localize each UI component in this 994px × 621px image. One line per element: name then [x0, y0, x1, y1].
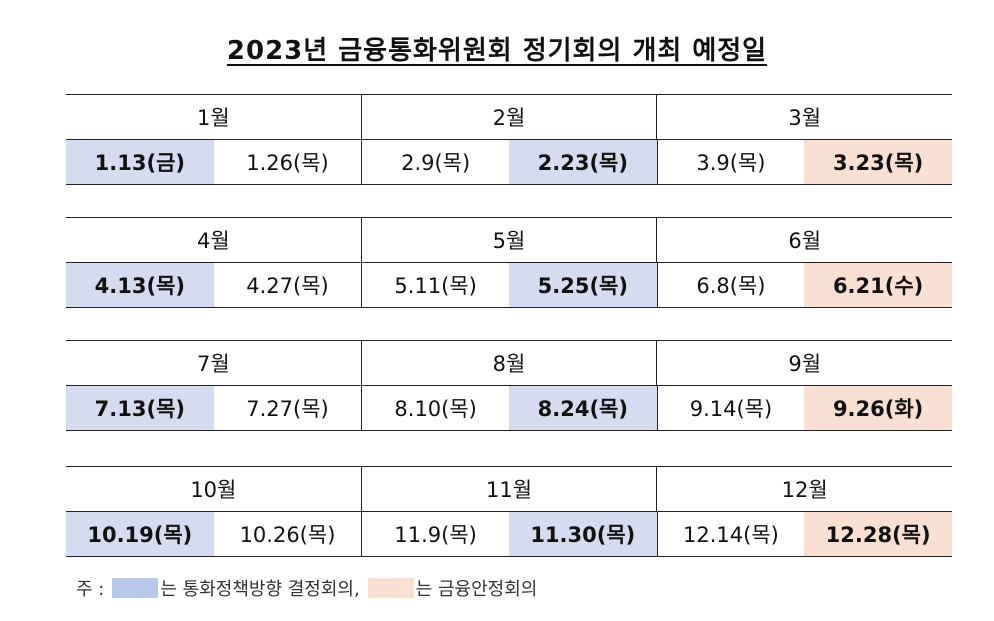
- note-prefix: 주 :: [76, 579, 105, 600]
- mpc-meeting-date: 7.13(목): [66, 386, 214, 430]
- financial-stability-meeting-date: 12.28(목): [804, 512, 952, 556]
- mpc-meeting-date: 4.13(목): [66, 263, 214, 307]
- meeting-date: 3.9(목): [656, 140, 805, 184]
- month-header: 9월: [656, 341, 952, 385]
- mpc-meeting-date: 8.24(목): [508, 386, 657, 430]
- mpc-meeting-date: 5.25(목): [508, 263, 657, 307]
- financial-stability-meeting-date: 3.23(목): [804, 140, 952, 184]
- month-header: 1월: [196, 106, 230, 130]
- meeting-date: 10.26(목): [239, 523, 336, 547]
- month-header: 5월: [360, 218, 657, 262]
- fs-legend-swatch: [367, 578, 414, 598]
- mpc-legend-swatch: [112, 578, 159, 598]
- date-row: 1.13(금) 1.26(목) 2.9(목) 2.23(목) 3.9(목) 3.23(목): [66, 140, 952, 185]
- page-title: 2023년 금융통화위원회 정기회의 개최 예정일: [0, 30, 994, 67]
- date-row: 10.19(목) 10.26(목) 11.9(목) 11.30(목) 12.14(목) 1…: [66, 512, 952, 557]
- mpc-meeting-date: 1.13(금): [66, 140, 214, 184]
- month-header-row: 7월 8월 9월: [66, 340, 952, 386]
- meeting-date: 6.8(목): [656, 263, 805, 307]
- date-row: 4.13(목) 4.27(목) 5.11(목) 5.25(목) 6.8(목) 6.21(수…: [66, 263, 952, 308]
- legend-note: 주 : 는 통화정책방향 결정회의, 는 금융안정회의: [76, 575, 537, 601]
- month-header: 4월: [196, 229, 230, 253]
- mpc-meeting-date: 10.19(목): [66, 512, 214, 556]
- month-header: 7월: [196, 352, 230, 376]
- page-title-text: 2023년 금융통화위원회 정기회의 개최 예정일: [226, 36, 768, 66]
- quarter-block: 4월 5월 6월 4.13(목) 4.27(목) 5.11(목) 5.25(목) 6.8(목)…: [66, 217, 952, 308]
- month-header: 12월: [656, 467, 952, 511]
- month-header: 8월: [360, 341, 657, 385]
- meeting-date: 2.9(목): [361, 140, 509, 184]
- month-header: 3월: [656, 95, 952, 139]
- financial-stability-meeting-date: 9.26(화): [804, 386, 952, 430]
- month-header: 10월: [190, 478, 237, 502]
- meeting-date: 8.10(목): [361, 386, 509, 430]
- quarter-block: 7월 8월 9월 7.13(목) 7.27(목) 8.10(목) 8.24(목) 9.14(목…: [66, 340, 952, 431]
- mpc-meeting-date: 2.23(목): [508, 140, 657, 184]
- mpc-meeting-date: 11.30(목): [508, 512, 657, 556]
- quarter-block: 10월 11월 12월 10.19(목) 10.26(목) 11.9(목) 11.30(목)…: [66, 466, 952, 557]
- month-header: 2월: [360, 95, 657, 139]
- meeting-date: 1.26(목): [246, 151, 329, 175]
- quarter-block: 1월 2월 3월 1.13(금) 1.26(목) 2.9(목) 2.23(목) 3.9(목) 3…: [66, 94, 952, 185]
- month-header-row: 4월 5월 6월: [66, 217, 952, 263]
- date-row: 7.13(목) 7.27(목) 8.10(목) 8.24(목) 9.14(목) 9.26(…: [66, 386, 952, 431]
- meeting-date: 9.14(목): [656, 386, 805, 430]
- month-header-row: 1월 2월 3월: [66, 94, 952, 140]
- meeting-date: 4.27(목): [246, 274, 329, 298]
- meeting-date: 7.27(목): [246, 397, 329, 421]
- month-header-row: 10월 11월 12월: [66, 466, 952, 512]
- meeting-date: 11.9(목): [361, 512, 509, 556]
- meeting-date: 12.14(목): [656, 512, 805, 556]
- fs-legend-label: 는 금융안정회의: [415, 579, 538, 600]
- meeting-date: 5.11(목): [361, 263, 509, 307]
- mpc-legend-label: 는 통화정책방향 결정회의,: [160, 579, 360, 600]
- month-header: 6월: [656, 218, 952, 262]
- financial-stability-meeting-date: 6.21(수): [804, 263, 952, 307]
- month-header: 11월: [360, 467, 657, 511]
